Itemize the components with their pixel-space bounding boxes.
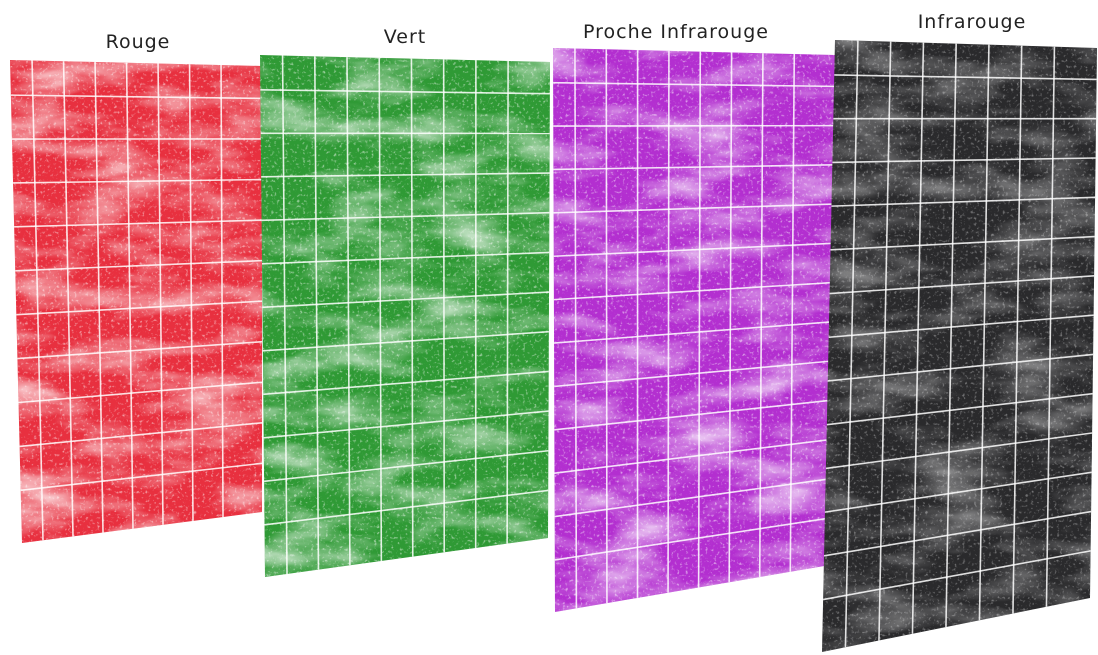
grid-line <box>554 477 831 518</box>
grid-line <box>14 219 263 228</box>
grid <box>260 55 550 574</box>
grid-line <box>553 320 833 344</box>
grid-line <box>824 471 1092 513</box>
grid-line <box>262 330 549 352</box>
grid-line <box>94 62 104 533</box>
grid-line <box>844 40 859 648</box>
band-label: Infrarouge <box>918 11 1027 33</box>
nir-band-panel <box>553 48 835 612</box>
grid-line <box>313 56 320 570</box>
grid-line <box>1045 46 1056 607</box>
texture <box>260 55 550 577</box>
grid-line <box>157 63 164 525</box>
grid-line <box>878 41 892 641</box>
grid-line <box>667 50 670 593</box>
texture <box>10 60 262 543</box>
grid-line <box>758 53 764 578</box>
grid-line <box>827 353 1094 382</box>
grid-line <box>553 281 833 301</box>
grid-line <box>553 164 834 171</box>
band-label: Rouge <box>106 31 171 53</box>
grid-line <box>442 59 446 553</box>
grid-line <box>378 57 383 561</box>
grid-line <box>220 65 224 518</box>
grid-line <box>826 392 1093 426</box>
grid-line <box>825 432 1093 470</box>
grid <box>553 48 835 609</box>
grid-line <box>823 510 1092 557</box>
grid-line <box>18 381 263 404</box>
grid-line <box>553 203 834 214</box>
band-label: Proche Infrarouge <box>583 21 769 43</box>
grid-line <box>554 438 832 474</box>
grid-line <box>62 61 74 537</box>
grid-line <box>263 449 549 483</box>
grid-line <box>978 44 990 621</box>
grid-line <box>281 55 288 574</box>
grid-line <box>829 275 1095 295</box>
grid-line <box>10 94 263 100</box>
grid-line <box>263 370 549 396</box>
grid-line <box>188 64 194 521</box>
grid-line <box>506 60 509 544</box>
grid-line <box>263 410 549 439</box>
texture <box>553 48 835 612</box>
ir-band-panel <box>822 40 1097 652</box>
grid-line <box>31 60 44 541</box>
grid-line <box>945 43 957 628</box>
grid-line <box>13 178 263 184</box>
grid-line <box>832 157 1096 164</box>
grid-line <box>17 340 263 360</box>
grid-line <box>574 48 578 609</box>
grid-line <box>15 259 263 272</box>
grid-line <box>125 62 134 529</box>
grid <box>10 60 263 541</box>
grid-line <box>554 360 833 388</box>
grid-line <box>16 300 263 316</box>
grid-line <box>264 489 549 526</box>
grid-line <box>553 81 835 88</box>
red-band-panel <box>10 60 263 543</box>
grid-line <box>554 517 831 561</box>
grid <box>822 40 1097 648</box>
texture <box>822 40 1097 652</box>
grid-line <box>260 89 550 95</box>
grid-line <box>831 196 1096 207</box>
grid-line <box>1012 45 1023 614</box>
grid-line <box>554 399 832 431</box>
grid-line <box>410 58 414 557</box>
grid-line <box>261 172 550 178</box>
grid-line <box>605 49 608 604</box>
grid-line <box>553 242 834 258</box>
grid-line <box>697 51 702 588</box>
grid-line <box>20 462 263 492</box>
green-band-panel <box>260 55 550 577</box>
grid-line <box>261 211 550 222</box>
grid-line <box>19 422 263 448</box>
grid-line <box>830 235 1095 251</box>
grid-line <box>834 74 1097 81</box>
grid-line <box>822 550 1091 601</box>
grid-line <box>789 53 796 572</box>
band-label: Vert <box>384 26 426 48</box>
grid-line <box>728 52 733 583</box>
grid-line <box>828 314 1094 339</box>
grid-line <box>911 42 925 634</box>
grid-line <box>261 251 550 265</box>
grid-line <box>346 57 351 566</box>
grid-line <box>262 291 550 309</box>
